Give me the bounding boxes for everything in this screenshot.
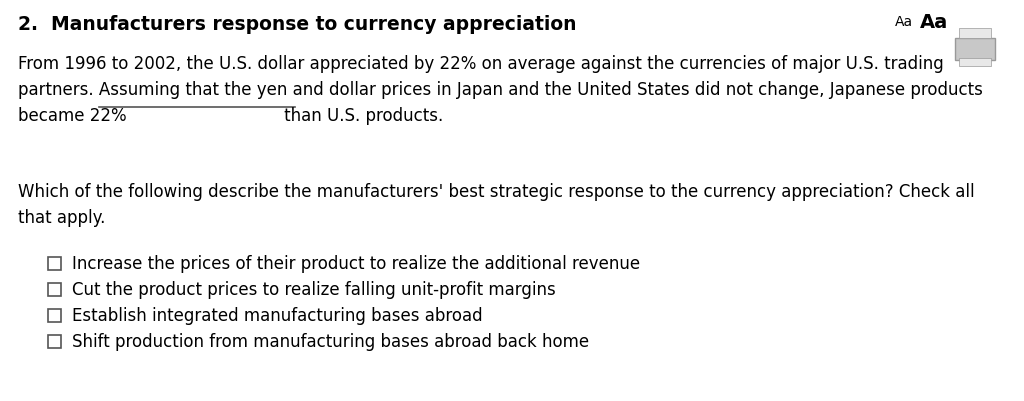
Bar xyxy=(959,58,991,66)
Text: From 1996 to 2002, the U.S. dollar appreciated by 22% on average against the cur: From 1996 to 2002, the U.S. dollar appre… xyxy=(18,55,944,73)
Text: that apply.: that apply. xyxy=(18,209,105,227)
Text: Aa: Aa xyxy=(920,13,948,32)
Text: partners. Assuming that the yen and dollar prices in Japan and the United States: partners. Assuming that the yen and doll… xyxy=(18,81,983,99)
Text: Increase the prices of their product to realize the additional revenue: Increase the prices of their product to … xyxy=(72,255,640,273)
Text: became 22%                              than U.S. products.: became 22% than U.S. products. xyxy=(18,107,443,125)
Text: Aa: Aa xyxy=(895,15,913,29)
Text: Shift production from manufacturing bases abroad back home: Shift production from manufacturing base… xyxy=(72,333,589,351)
Bar xyxy=(959,28,991,38)
Text: Which of the following describe the manufacturers' best strategic response to th: Which of the following describe the manu… xyxy=(18,183,975,201)
Text: 2.  Manufacturers response to currency appreciation: 2. Manufacturers response to currency ap… xyxy=(18,15,577,34)
Text: Cut the product prices to realize falling unit-profit margins: Cut the product prices to realize fallin… xyxy=(72,281,556,299)
Text: Establish integrated manufacturing bases abroad: Establish integrated manufacturing bases… xyxy=(72,307,482,325)
Bar xyxy=(955,38,995,60)
